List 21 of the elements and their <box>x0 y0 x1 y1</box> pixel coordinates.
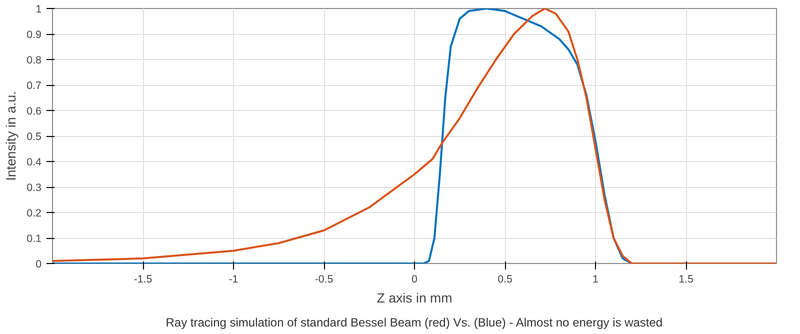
x-tick-label: 1 <box>592 274 599 286</box>
x-axis-title: Z axis in mm <box>376 290 452 306</box>
x-tick-label: -1 <box>228 274 238 286</box>
y-tick-label: 0.2 <box>26 208 42 220</box>
x-tick-label: 0 <box>412 274 418 286</box>
y-tick-label: 0.5 <box>26 131 42 143</box>
y-tick-label: 0.1 <box>26 233 42 245</box>
y-tick-label: 0.8 <box>26 54 42 66</box>
x-tick-label: 0.5 <box>498 274 512 286</box>
y-tick-label: 1 <box>36 4 42 16</box>
y-tick-label: 0.9 <box>26 29 42 41</box>
y-tick-label: 0.3 <box>26 182 42 194</box>
x-tick-label: -1.5 <box>134 274 152 286</box>
x-tick-label: 1.5 <box>678 274 694 286</box>
y-tick-label: 0.4 <box>26 156 42 168</box>
y-tick-label: 0.6 <box>26 106 42 118</box>
y-axis-title: Intensity in a.u. <box>4 91 19 181</box>
x-tick-label: -0.5 <box>314 274 334 286</box>
text: Ray tracing simulation of standard Bessel Beam (red) Vs. (Blue) - Almost no energy is wasted <box>166 316 663 330</box>
y-tick-label: 0 <box>36 258 42 270</box>
y-tick-label: 0.7 <box>26 80 42 92</box>
